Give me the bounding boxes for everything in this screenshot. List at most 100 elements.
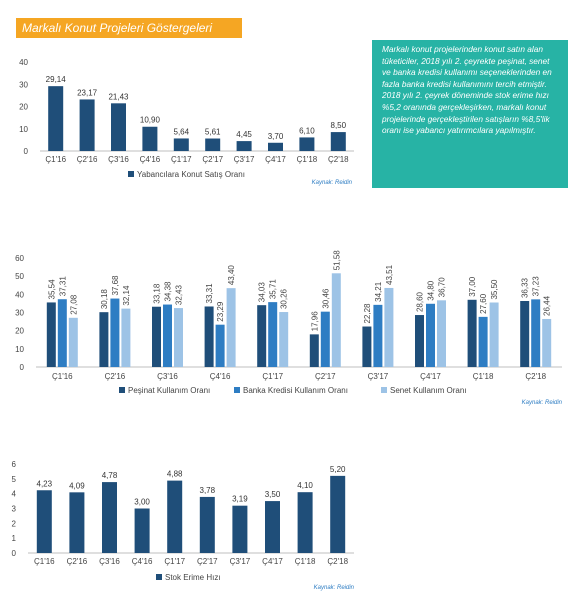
x-tick-label: Ç1'18	[473, 372, 494, 381]
legend-label: Banka Kredisi Kullanım Oranı	[243, 386, 348, 395]
data-label: 35,54	[47, 279, 56, 300]
data-label: 4,78	[102, 471, 118, 480]
source-label: Kaynak: Reidin	[522, 400, 563, 406]
y-tick-label: 50	[15, 272, 24, 281]
bar	[111, 103, 126, 151]
x-tick-label: Ç1'17	[164, 557, 185, 566]
data-label: 35,50	[490, 279, 499, 300]
bar	[426, 303, 435, 367]
bar	[167, 480, 183, 553]
bar	[297, 492, 313, 553]
y-tick-label: 30	[19, 80, 28, 89]
data-label: 37,00	[468, 276, 477, 297]
data-label: 36,33	[521, 277, 530, 298]
bar	[121, 308, 131, 367]
y-tick-label: 0	[24, 147, 29, 156]
data-label: 27,08	[69, 294, 78, 315]
y-tick-label: 3	[12, 505, 17, 514]
data-label: 37,31	[58, 276, 67, 297]
y-tick-label: 2	[12, 519, 17, 528]
data-label: 34,80	[427, 280, 436, 301]
legend-label: Yabancılara Konut Satış Oranı	[137, 170, 245, 179]
data-label: 10,90	[140, 116, 161, 125]
bar	[467, 299, 477, 367]
data-label: 23,29	[216, 301, 225, 322]
data-label: 3,50	[265, 490, 281, 499]
bar	[362, 326, 372, 367]
bar	[279, 312, 289, 367]
data-label: 36,70	[438, 277, 447, 298]
data-label: 34,21	[374, 281, 383, 302]
x-tick-label: Ç3'16	[157, 372, 178, 381]
x-tick-label: Ç2'16	[67, 557, 88, 566]
y-tick-label: 60	[15, 254, 24, 263]
data-label: 3,00	[134, 498, 150, 507]
y-tick-label: 4	[12, 490, 17, 499]
y-tick-label: 20	[19, 103, 28, 112]
data-label: 27,60	[479, 293, 488, 314]
bar	[46, 302, 56, 367]
data-label: 34,38	[164, 281, 173, 302]
data-label: 6,10	[299, 126, 315, 135]
y-tick-label: 1	[12, 534, 17, 543]
bar	[174, 308, 183, 367]
data-label: 43,40	[227, 265, 236, 286]
bar	[173, 138, 189, 151]
x-tick-label: Ç2'16	[77, 155, 98, 164]
bar	[268, 302, 278, 367]
bar	[226, 288, 236, 367]
legend-swatch	[234, 387, 240, 393]
bar	[57, 299, 67, 367]
bar	[437, 300, 446, 367]
legend-label: Senet Kullanım Oranı	[390, 386, 466, 395]
x-tick-label: Ç4'16	[140, 155, 161, 164]
x-tick-label: Ç1'17	[171, 155, 192, 164]
bar	[520, 301, 530, 367]
x-tick-label: Ç2'18	[525, 372, 546, 381]
bar	[204, 306, 214, 367]
x-tick-label: Ç2'17	[197, 557, 218, 566]
data-label: 5,64	[174, 127, 190, 136]
data-label: 51,58	[332, 250, 341, 271]
info-text-box: Markalı konut projelerinden konut satın …	[372, 40, 568, 188]
data-label: 4,45	[236, 130, 252, 139]
legend-label: Peşinat Kullanım Oranı	[128, 386, 210, 395]
data-label: 4,09	[69, 481, 85, 490]
bar	[384, 287, 394, 367]
bar	[142, 126, 158, 151]
bar	[265, 501, 280, 553]
x-tick-label: Ç4'16	[210, 372, 231, 381]
data-label: 26,44	[543, 295, 552, 316]
bar	[373, 304, 383, 367]
bar	[79, 99, 95, 151]
bar	[36, 490, 52, 553]
data-label: 3,78	[200, 486, 216, 495]
data-label: 30,26	[280, 288, 289, 309]
data-label: 4,88	[167, 470, 183, 479]
legend-label: Stok Erime Hızı	[165, 573, 221, 582]
bar	[531, 299, 541, 367]
data-label: 35,71	[269, 279, 278, 300]
legend-swatch	[128, 171, 134, 177]
x-tick-label: Ç4'17	[265, 155, 286, 164]
y-tick-label: 0	[20, 363, 25, 372]
legend-swatch	[156, 574, 162, 580]
bar	[215, 324, 225, 367]
data-label: 3,19	[232, 495, 248, 504]
x-tick-label: Ç3'17	[368, 372, 389, 381]
x-tick-label: Ç3'16	[99, 557, 120, 566]
y-tick-label: 6	[12, 460, 17, 469]
y-tick-label: 40	[15, 290, 24, 299]
bar	[320, 311, 330, 367]
x-tick-label: Ç1'18	[297, 155, 318, 164]
y-tick-label: 0	[12, 549, 17, 558]
bar	[236, 141, 252, 151]
y-tick-label: 5	[12, 475, 17, 484]
bar	[257, 305, 267, 367]
x-tick-label: Ç4'17	[420, 372, 441, 381]
page-title: Markalı Konut Projeleri Göstergeleri	[16, 18, 242, 38]
x-tick-label: Ç3'16	[108, 155, 129, 164]
y-tick-label: 40	[19, 58, 28, 67]
